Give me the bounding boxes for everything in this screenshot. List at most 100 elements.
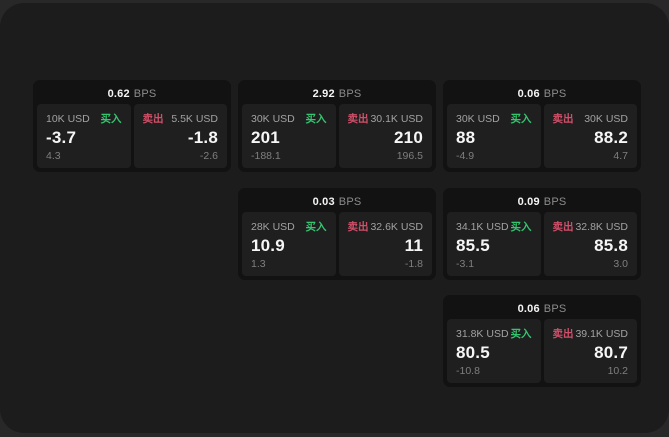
sell-delta: -1.8 [404, 258, 423, 270]
spread-header: 0.06 BPS [447, 299, 637, 319]
buy-price: 88 [456, 128, 476, 147]
spread-header: 2.92 BPS [242, 84, 432, 104]
buy-quote-panel[interactable]: 30K USD 买入 201 -188.1 [242, 104, 336, 168]
buy-size-label: 30K USD [456, 113, 500, 125]
spread-header: 0.06 BPS [447, 84, 637, 104]
sell-delta: 196.5 [396, 150, 423, 162]
sell-size-label: 32.6K USD [370, 221, 423, 233]
spread-header: 0.62 BPS [37, 84, 227, 104]
sell-panel-top: 卖出 30K USD [553, 111, 629, 126]
sell-size-label: 30.1K USD [370, 113, 423, 125]
sell-quote-panel[interactable]: 卖出 30.1K USD 210 196.5 [338, 104, 432, 168]
buy-price: -3.7 [46, 128, 77, 147]
sell-panel-top: 卖出 30.1K USD [348, 111, 424, 126]
buy-panel-top: 10K USD 买入 [46, 111, 122, 126]
buy-delta: -4.9 [456, 150, 475, 162]
spread-unit-label: BPS [338, 196, 362, 208]
quote-panels: 31.8K USD 买入 80.5 -10.8 卖出 39.1K USD 80.… [447, 319, 637, 383]
sell-price: -1.8 [187, 128, 218, 147]
buy-delta: 4.3 [46, 150, 61, 162]
sell-quote-panel[interactable]: 卖出 5.5K USD -1.8 -2.6 [133, 104, 227, 168]
sell-delta: 10.2 [607, 365, 628, 377]
sell-quote-panel[interactable]: 卖出 39.1K USD 80.7 10.2 [543, 319, 637, 383]
sell-panel-top: 卖出 39.1K USD [553, 326, 629, 341]
sell-price: 85.8 [594, 236, 628, 255]
quote-panels: 34.1K USD 买入 85.5 -3.1 卖出 32.8K USD 85.8… [447, 212, 637, 276]
spread-header: 0.09 BPS [447, 192, 637, 212]
buy-side-label: 买入 [100, 113, 122, 125]
sell-price: 88.2 [594, 128, 628, 147]
buy-size-label: 34.1K USD [456, 221, 509, 233]
spread-unit-label: BPS [543, 88, 567, 100]
buy-delta: -3.1 [456, 258, 475, 270]
quote-panels: 10K USD 买入 -3.7 4.3 卖出 5.5K USD -1.8 -2.… [37, 104, 227, 168]
sell-price: 11 [404, 236, 423, 255]
buy-delta: -188.1 [251, 150, 281, 162]
quote-card: 2.92 BPS 30K USD 买入 201 -188.1 卖出 30.1K … [238, 80, 436, 172]
buy-size-label: 30K USD [251, 113, 295, 125]
sell-side-label: 卖出 [142, 113, 164, 125]
spread-value: 0.09 [517, 196, 540, 208]
spread-value: 0.62 [107, 88, 130, 100]
buy-side-label: 买入 [510, 328, 532, 340]
sell-panel-top: 卖出 32.8K USD [553, 219, 629, 234]
buy-panel-top: 30K USD 买入 [251, 111, 327, 126]
buy-price: 85.5 [456, 236, 490, 255]
sell-panel-top: 卖出 32.6K USD [348, 219, 424, 234]
spread-value: 0.06 [517, 88, 540, 100]
sell-price: 210 [394, 128, 423, 147]
buy-price: 80.5 [456, 343, 490, 362]
buy-side-label: 买入 [305, 221, 327, 233]
buy-panel-top: 31.8K USD 买入 [456, 326, 532, 341]
buy-quote-panel[interactable]: 31.8K USD 买入 80.5 -10.8 [447, 319, 541, 383]
quote-panels: 28K USD 买入 10.9 1.3 卖出 32.6K USD 11 -1.8 [242, 212, 432, 276]
sell-side-label: 卖出 [552, 113, 574, 125]
buy-quote-panel[interactable]: 28K USD 买入 10.9 1.3 [242, 212, 336, 276]
buy-size-label: 28K USD [251, 221, 295, 233]
buy-quote-panel[interactable]: 30K USD 买入 88 -4.9 [447, 104, 541, 168]
buy-size-label: 10K USD [46, 113, 90, 125]
spread-unit-label: BPS [338, 88, 362, 100]
buy-panel-top: 34.1K USD 买入 [456, 219, 532, 234]
quote-card: 0.06 BPS 30K USD 买入 88 -4.9 卖出 30K USD 8… [443, 80, 641, 172]
sell-delta: -2.6 [199, 150, 218, 162]
sell-delta: 4.7 [613, 150, 628, 162]
buy-panel-top: 28K USD 买入 [251, 219, 327, 234]
buy-panel-top: 30K USD 买入 [456, 111, 532, 126]
sell-size-label: 32.8K USD [575, 221, 628, 233]
buy-quote-panel[interactable]: 10K USD 买入 -3.7 4.3 [37, 104, 131, 168]
sell-side-label: 卖出 [347, 221, 369, 233]
quote-panels: 30K USD 买入 201 -188.1 卖出 30.1K USD 210 1… [242, 104, 432, 168]
sell-price: 80.7 [594, 343, 628, 362]
sell-quote-panel[interactable]: 卖出 30K USD 88.2 4.7 [543, 104, 637, 168]
sell-size-label: 5.5K USD [171, 113, 218, 125]
spread-header: 0.03 BPS [242, 192, 432, 212]
sell-side-label: 卖出 [347, 113, 369, 125]
spread-value: 0.03 [312, 196, 335, 208]
buy-delta: 1.3 [251, 258, 266, 270]
buy-quote-panel[interactable]: 34.1K USD 买入 85.5 -3.1 [447, 212, 541, 276]
buy-price: 201 [251, 128, 280, 147]
buy-side-label: 买入 [305, 113, 327, 125]
sell-quote-panel[interactable]: 卖出 32.8K USD 85.8 3.0 [543, 212, 637, 276]
buy-side-label: 买入 [510, 221, 532, 233]
quote-card: 0.06 BPS 31.8K USD 买入 80.5 -10.8 卖出 39.1… [443, 295, 641, 387]
sell-quote-panel[interactable]: 卖出 32.6K USD 11 -1.8 [338, 212, 432, 276]
spread-unit-label: BPS [543, 196, 567, 208]
buy-side-label: 买入 [510, 113, 532, 125]
buy-size-label: 31.8K USD [456, 328, 509, 340]
buy-price: 10.9 [251, 236, 285, 255]
sell-size-label: 39.1K USD [575, 328, 628, 340]
sell-side-label: 卖出 [552, 221, 574, 233]
spread-value: 0.06 [517, 303, 540, 315]
buy-delta: -10.8 [456, 365, 480, 377]
sell-side-label: 卖出 [552, 328, 574, 340]
sell-panel-top: 卖出 5.5K USD [143, 111, 219, 126]
quote-panels: 30K USD 买入 88 -4.9 卖出 30K USD 88.2 4.7 [447, 104, 637, 168]
quote-card: 0.09 BPS 34.1K USD 买入 85.5 -3.1 卖出 32.8K… [443, 188, 641, 280]
quote-card: 0.03 BPS 28K USD 买入 10.9 1.3 卖出 32.6K US… [238, 188, 436, 280]
spread-value: 2.92 [312, 88, 335, 100]
spread-unit-label: BPS [133, 88, 157, 100]
spread-unit-label: BPS [543, 303, 567, 315]
